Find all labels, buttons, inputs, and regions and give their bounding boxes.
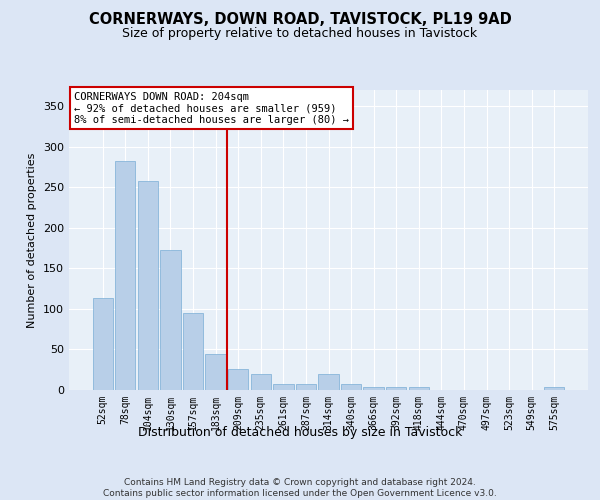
Bar <box>251 374 271 390</box>
Bar <box>409 387 429 390</box>
Text: Size of property relative to detached houses in Tavistock: Size of property relative to detached ho… <box>122 28 478 40</box>
Bar <box>115 160 136 390</box>
Bar <box>183 313 203 390</box>
Bar <box>205 354 226 390</box>
Bar <box>228 369 248 390</box>
Bar <box>386 387 406 390</box>
Text: Contains HM Land Registry data © Crown copyright and database right 2024.
Contai: Contains HM Land Registry data © Crown c… <box>103 478 497 498</box>
Y-axis label: Number of detached properties: Number of detached properties <box>28 152 37 328</box>
Bar <box>273 384 293 390</box>
Bar <box>296 384 316 390</box>
Bar <box>319 374 338 390</box>
Bar <box>544 387 565 390</box>
Bar <box>92 298 113 390</box>
Text: CORNERWAYS, DOWN ROAD, TAVISTOCK, PL19 9AD: CORNERWAYS, DOWN ROAD, TAVISTOCK, PL19 9… <box>89 12 511 28</box>
Text: CORNERWAYS DOWN ROAD: 204sqm
← 92% of detached houses are smaller (959)
8% of se: CORNERWAYS DOWN ROAD: 204sqm ← 92% of de… <box>74 92 349 124</box>
Bar <box>160 250 181 390</box>
Bar <box>341 384 361 390</box>
Text: Distribution of detached houses by size in Tavistock: Distribution of detached houses by size … <box>138 426 462 439</box>
Bar <box>138 181 158 390</box>
Bar <box>364 387 384 390</box>
